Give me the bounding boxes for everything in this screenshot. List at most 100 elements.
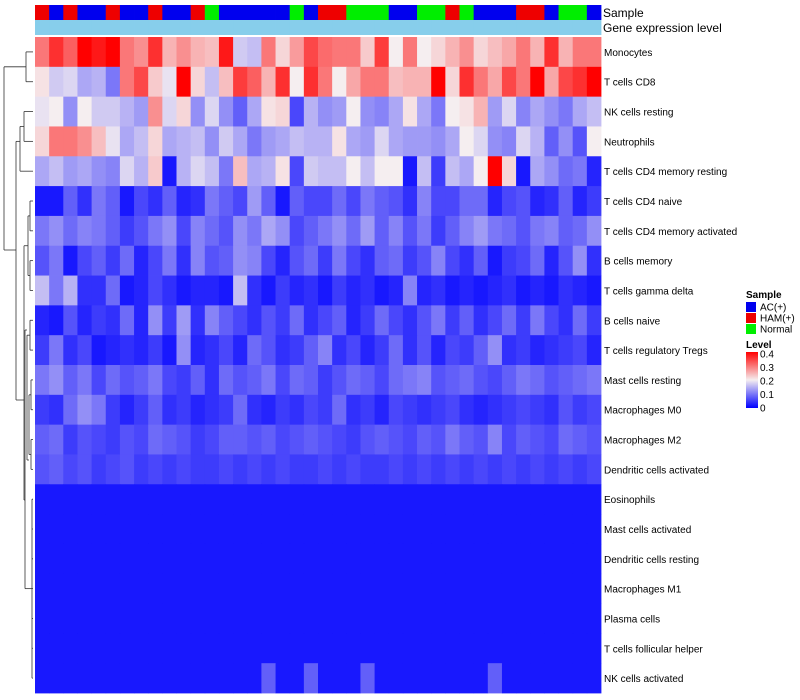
heatmap-cell bbox=[204, 156, 220, 187]
heatmap-cell bbox=[35, 603, 50, 634]
heatmap-cell bbox=[558, 633, 574, 664]
heatmap-cell bbox=[233, 454, 248, 485]
heatmap-cell bbox=[49, 37, 64, 68]
heatmap-cell bbox=[275, 365, 291, 396]
heatmap-cell bbox=[402, 484, 418, 515]
heatmap-cell bbox=[473, 126, 489, 157]
heatmap-cell bbox=[289, 603, 305, 634]
heatmap-cell bbox=[176, 573, 192, 604]
heatmap-cell bbox=[516, 245, 531, 276]
heatmap-cell bbox=[247, 365, 262, 396]
heatmap-cell bbox=[572, 275, 588, 306]
heatmap-cell bbox=[332, 633, 347, 664]
heatmap-cell bbox=[148, 454, 163, 485]
heatmap-cell bbox=[445, 633, 460, 664]
gene-expression-cell bbox=[473, 20, 489, 35]
heatmap-cell bbox=[402, 305, 418, 336]
heatmap-cell bbox=[176, 37, 192, 68]
heatmap-cell bbox=[487, 543, 503, 575]
heatmap-cell bbox=[204, 66, 220, 98]
heatmap-cell bbox=[544, 573, 559, 604]
gene-expression-cell bbox=[289, 20, 305, 35]
heatmap-cell bbox=[91, 365, 107, 396]
heatmap-cell bbox=[445, 37, 460, 68]
heatmap-cell bbox=[119, 365, 135, 396]
heatmap-cell bbox=[516, 484, 531, 515]
heatmap-cell bbox=[162, 37, 177, 68]
heatmap-cell bbox=[275, 186, 291, 217]
heatmap-cell bbox=[63, 275, 78, 306]
heatmap-cell bbox=[558, 424, 574, 455]
heatmap-cell bbox=[530, 573, 545, 604]
heatmap-cell bbox=[473, 305, 489, 336]
heatmap-cell bbox=[77, 633, 92, 664]
heatmap-cell bbox=[91, 663, 107, 694]
heatmap-cell bbox=[261, 186, 276, 217]
heatmap-cell bbox=[63, 215, 78, 247]
heatmap-cell bbox=[119, 603, 135, 634]
heatmap-cell bbox=[459, 156, 475, 187]
heatmap-cell bbox=[445, 365, 460, 396]
heatmap-cell bbox=[431, 633, 446, 664]
heatmap-cell bbox=[176, 543, 192, 575]
heatmap-cell bbox=[473, 275, 489, 306]
gene-expression-cell bbox=[572, 20, 588, 35]
heatmap-cell bbox=[544, 484, 559, 515]
heatmap-cell bbox=[247, 514, 262, 545]
heatmap-cell bbox=[516, 186, 531, 217]
heatmap-cell bbox=[204, 543, 220, 575]
heatmap-cell bbox=[346, 275, 361, 306]
heatmap-cell bbox=[204, 186, 220, 217]
heatmap-cell bbox=[77, 573, 92, 604]
heatmap-cell bbox=[261, 514, 276, 545]
heatmap-cell bbox=[346, 543, 361, 575]
gene-expression-cell bbox=[530, 20, 545, 35]
heatmap-cell bbox=[572, 215, 588, 247]
sample-annotation-cell bbox=[360, 5, 375, 20]
legend-swatch bbox=[746, 324, 756, 334]
heatmap-cell bbox=[119, 305, 135, 336]
gene-expression-cell bbox=[63, 20, 78, 35]
heatmap-cell bbox=[586, 156, 602, 187]
heatmap-cell bbox=[431, 663, 446, 694]
heatmap-cell bbox=[402, 365, 418, 396]
heatmap-cell bbox=[105, 633, 121, 664]
heatmap-cell bbox=[134, 126, 149, 157]
heatmap-cell bbox=[105, 245, 121, 276]
heatmap-cell bbox=[572, 305, 588, 336]
gene-expression-cell bbox=[148, 20, 163, 35]
heatmap-cell bbox=[501, 633, 517, 664]
heatmap-cell bbox=[572, 663, 588, 694]
heatmap-cell bbox=[218, 394, 234, 426]
heatmap-cell bbox=[402, 663, 418, 694]
heatmap-cell bbox=[459, 305, 475, 336]
gene-expression-cell bbox=[218, 20, 234, 35]
gene-expression-cell bbox=[247, 20, 262, 35]
heatmap-cell bbox=[218, 96, 234, 127]
heatmap-cell bbox=[190, 215, 206, 247]
heatmap-cell bbox=[558, 305, 574, 336]
heatmap-cell bbox=[445, 245, 460, 276]
heatmap-cell bbox=[459, 275, 475, 306]
sample-annotation-bar bbox=[35, 5, 602, 20]
heatmap-cell bbox=[530, 663, 545, 694]
heatmap-cell bbox=[148, 603, 163, 634]
gene-expression-cell bbox=[417, 20, 432, 35]
heatmap-cell bbox=[218, 126, 234, 157]
heatmap-cell bbox=[487, 305, 503, 336]
heatmap-cell bbox=[572, 126, 588, 157]
heatmap-cell bbox=[275, 394, 291, 426]
heatmap-cell bbox=[119, 156, 135, 187]
heatmap-cell bbox=[119, 573, 135, 604]
heatmap-cell bbox=[275, 663, 291, 694]
heatmap-cell bbox=[190, 335, 206, 366]
heatmap-cell bbox=[487, 245, 503, 276]
heatmap-cell bbox=[134, 335, 149, 366]
heatmap-cell bbox=[275, 126, 291, 157]
heatmap-cell bbox=[388, 96, 404, 127]
heatmap-cell bbox=[218, 484, 234, 515]
sample-annotation-cell bbox=[459, 5, 475, 20]
legend-sample-title: Sample bbox=[746, 290, 782, 301]
heatmap-cell bbox=[374, 275, 390, 306]
heatmap-cell bbox=[176, 126, 192, 157]
